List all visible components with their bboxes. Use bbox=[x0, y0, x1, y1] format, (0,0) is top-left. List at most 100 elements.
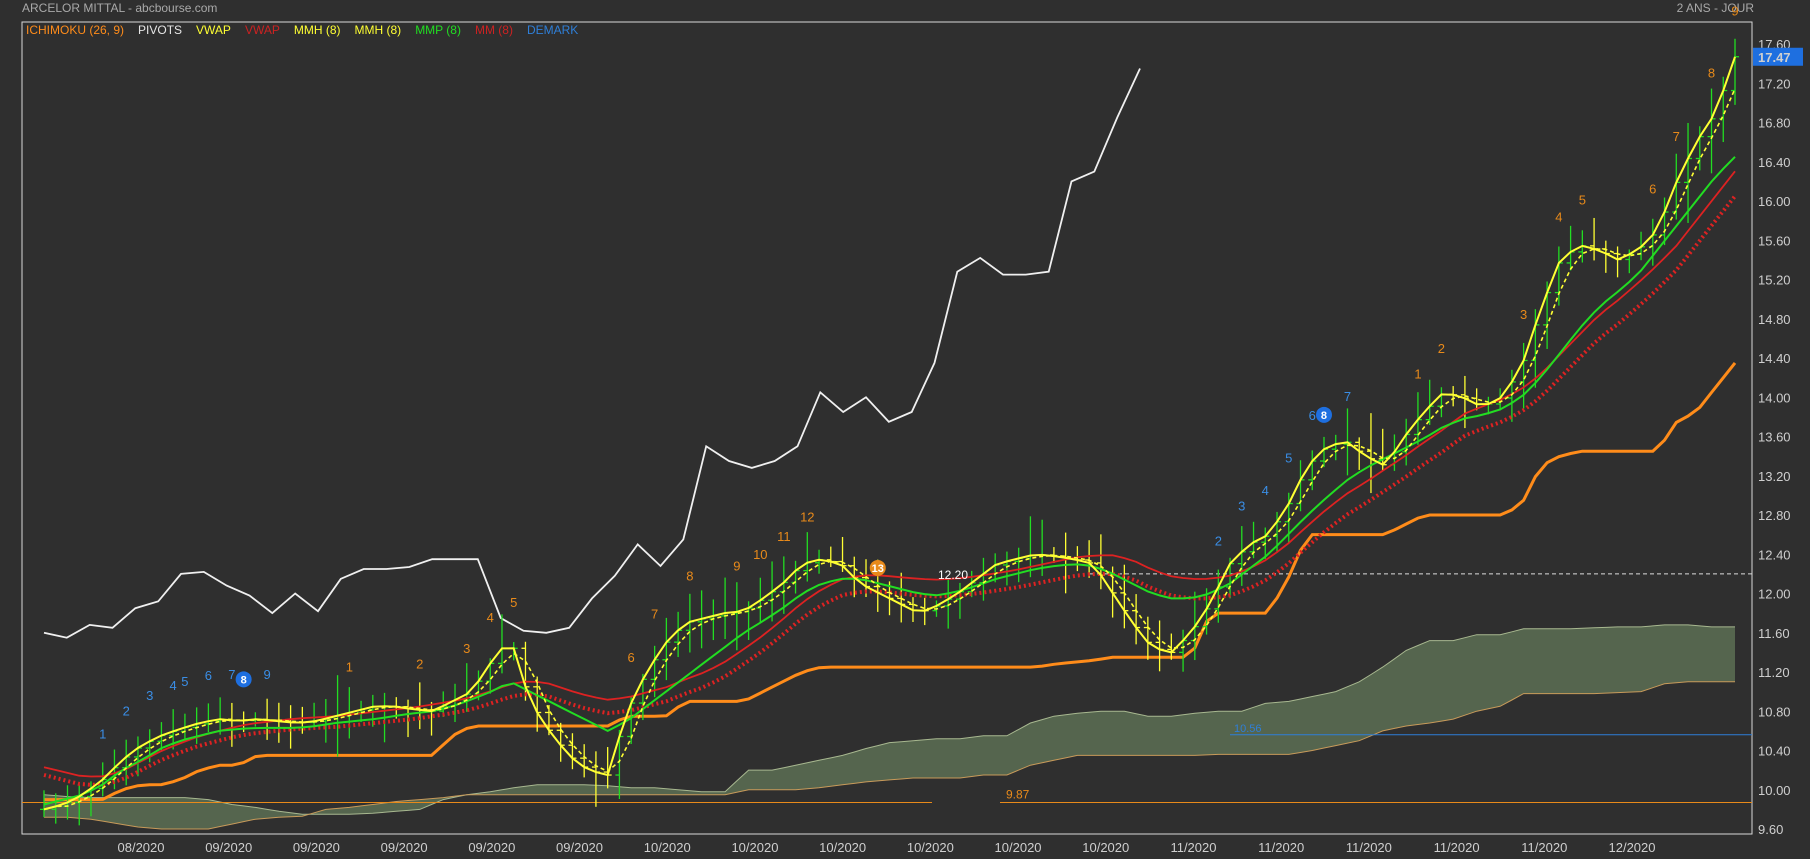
demark-count: 5 bbox=[181, 674, 188, 689]
demark-count: 4 bbox=[1555, 210, 1562, 225]
support-annotation: 9.87 bbox=[1006, 788, 1030, 802]
last-price-badge bbox=[1753, 47, 1803, 66]
ohlc-bar bbox=[1085, 540, 1094, 578]
y-tick-label: 16.80 bbox=[1758, 116, 1791, 131]
ohlc-bar bbox=[216, 697, 225, 735]
demark-count: 2 bbox=[1438, 341, 1445, 356]
x-tick-label: 09/2020 bbox=[381, 840, 428, 855]
y-tick-label: 14.40 bbox=[1758, 351, 1791, 366]
ohlc-bar bbox=[204, 703, 213, 733]
legend-item-0: ICHIMOKU (26, 9) bbox=[26, 23, 125, 37]
demark-count: 4 bbox=[170, 678, 177, 693]
ohlc-bar bbox=[227, 702, 236, 747]
ohlc-bar bbox=[1308, 450, 1317, 491]
legend-item-8: DEMARK bbox=[526, 23, 579, 37]
ohlc-bar bbox=[709, 599, 718, 641]
demark-count: 7 bbox=[228, 667, 235, 682]
y-tick-label: 13.60 bbox=[1758, 430, 1791, 445]
ohlc-bar bbox=[1014, 547, 1023, 583]
ohlc-bar bbox=[591, 751, 600, 807]
demark-count: 6 bbox=[205, 668, 212, 683]
x-tick-label: 11/2020 bbox=[1170, 840, 1216, 855]
cloud-top-line bbox=[43, 624, 1735, 815]
ohlc-bar bbox=[1554, 246, 1563, 306]
legend-item-2: VWAP bbox=[196, 23, 231, 37]
demark-count: 2 bbox=[416, 657, 423, 672]
x-tick-label: 09/2020 bbox=[205, 840, 252, 855]
y-tick-label: 11.60 bbox=[1758, 626, 1790, 641]
x-tick-label: 10/2020 bbox=[995, 840, 1042, 855]
ohlc-bar bbox=[1613, 246, 1622, 278]
ohlc-bar bbox=[1731, 38, 1739, 105]
ohlc-bar bbox=[497, 614, 506, 674]
demark-count: 1 bbox=[346, 659, 353, 674]
demark-count: 8 bbox=[1708, 66, 1715, 81]
mmh-yellow-line bbox=[43, 56, 1736, 811]
legend-item-5: MMH (8) bbox=[354, 23, 402, 37]
y-tick-label: 9.60 bbox=[1758, 822, 1783, 837]
demark-badge-c-label: 8 bbox=[1321, 410, 1327, 422]
demark-count: 7 bbox=[651, 607, 658, 622]
indicator-legend: ICHIMOKU (26, 9) PIVOTS VWAP VWAP MMH (8) MMH… bbox=[26, 23, 578, 37]
legend-item-3: VWAP bbox=[244, 23, 280, 37]
last-price-label: 17.47 bbox=[1758, 50, 1791, 65]
demark-count: 10 bbox=[753, 547, 767, 562]
demark-level-annotation: 10.56 bbox=[1234, 723, 1262, 735]
legend-item-4: MMH (8) bbox=[293, 23, 341, 37]
ichimoku-cloud bbox=[44, 624, 1735, 829]
demark-count: 9 bbox=[1731, 4, 1738, 19]
y-tick-label: 10.80 bbox=[1758, 704, 1791, 719]
x-tick-label: 10/2020 bbox=[731, 840, 778, 855]
demark-count: 7 bbox=[1344, 389, 1351, 404]
y-tick-label: 12.80 bbox=[1758, 508, 1791, 523]
demark-count: 1 bbox=[1414, 366, 1421, 381]
demark-count: 3 bbox=[146, 688, 153, 703]
ohlc-bar bbox=[1566, 225, 1575, 271]
ohlc-bar bbox=[1590, 217, 1599, 261]
demark-count: 4 bbox=[487, 610, 494, 625]
x-tick-label: 10/2020 bbox=[644, 840, 691, 855]
demark-count: 8 bbox=[686, 569, 693, 584]
mmp-green-line bbox=[43, 156, 1736, 806]
demark-count: 2 bbox=[1215, 534, 1222, 549]
x-tick-label: 10/2020 bbox=[819, 840, 866, 855]
x-tick-label: 11/2020 bbox=[1258, 840, 1304, 855]
y-tick-label: 10.00 bbox=[1758, 783, 1791, 798]
y-tick-label: 10.40 bbox=[1758, 744, 1791, 759]
demark-count: 9 bbox=[264, 667, 271, 682]
ohlc-bar bbox=[897, 572, 906, 623]
x-tick-label: 11/2020 bbox=[1434, 840, 1480, 855]
ohlc-bar bbox=[1672, 153, 1681, 220]
ohlc-bar bbox=[791, 560, 800, 594]
ohlc-bar bbox=[662, 617, 671, 681]
legend-item-7: MM (8) bbox=[474, 23, 513, 37]
demark-count: 3 bbox=[463, 641, 470, 656]
demark-badge-b-label: 13 bbox=[872, 563, 884, 575]
ohlc-bar bbox=[274, 702, 283, 743]
ohlc-bar bbox=[721, 577, 730, 639]
demark-count: 12 bbox=[800, 510, 814, 525]
demark-count: 2 bbox=[123, 704, 130, 719]
kijun-line bbox=[44, 361, 1737, 802]
y-tick-label: 14.80 bbox=[1758, 312, 1791, 327]
x-tick-label: 08/2020 bbox=[118, 840, 165, 855]
cloud-bottom-line bbox=[44, 681, 1735, 830]
y-tick-label: 16.00 bbox=[1758, 194, 1791, 209]
demark-badge-a-label: 8 bbox=[241, 674, 247, 686]
y-tick-label: 17.20 bbox=[1758, 76, 1791, 91]
x-tick-label: 09/2020 bbox=[556, 840, 603, 855]
demark-count: 6 bbox=[628, 650, 635, 665]
x-tick-label: 10/2020 bbox=[907, 840, 954, 855]
plot-frame bbox=[21, 21, 1753, 835]
demark-count: 11 bbox=[777, 529, 791, 544]
ohlc-bar bbox=[1061, 532, 1070, 594]
legend-item-1: PIVOTS bbox=[138, 23, 183, 37]
y-tick-label: 11.20 bbox=[1758, 665, 1790, 680]
demark-badge-b-circle bbox=[869, 559, 886, 576]
ohlc-bar bbox=[462, 663, 471, 712]
demark-count: 5 bbox=[510, 595, 517, 610]
demark-count: 3 bbox=[1520, 307, 1527, 322]
ohlc-bar bbox=[1132, 594, 1141, 645]
x-tick-label: 11/2020 bbox=[1346, 840, 1392, 855]
